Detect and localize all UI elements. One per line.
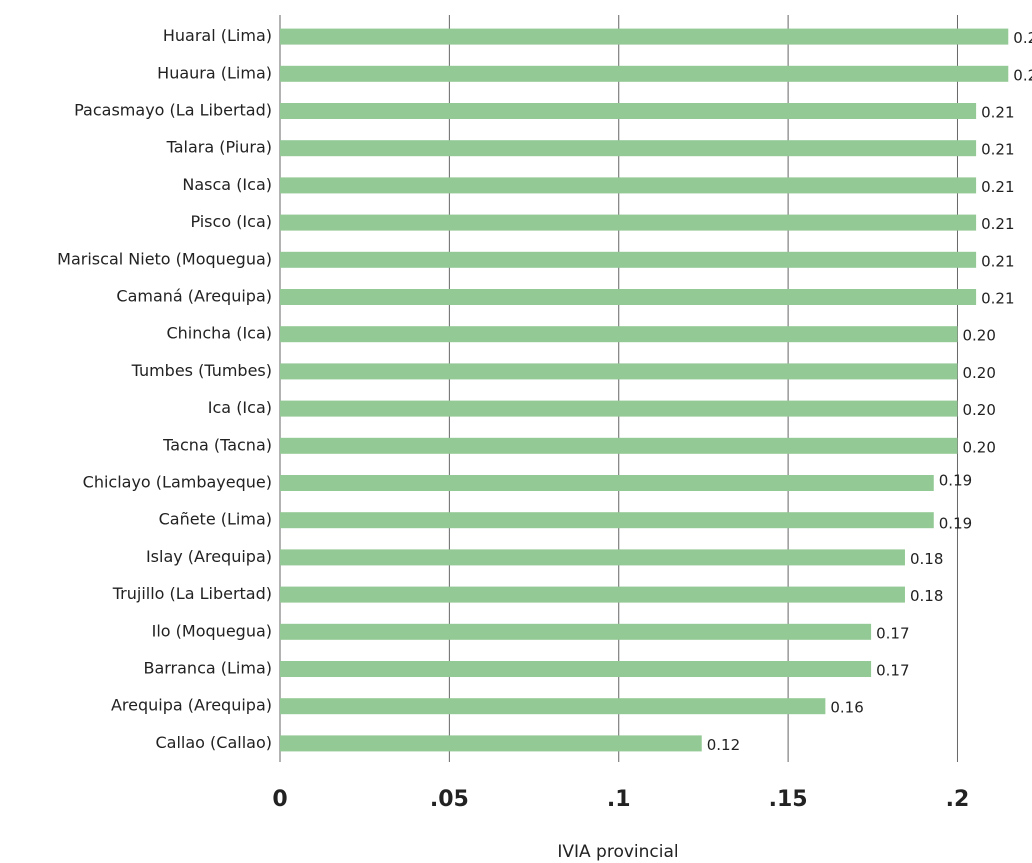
y-tick-label: Barranca (Lima) [143, 659, 272, 678]
bar [280, 177, 977, 194]
y-tick-label: Talara (Piura) [166, 138, 272, 157]
value-label: 0.18 [910, 587, 943, 605]
bar [280, 363, 958, 380]
value-label: 0.17 [876, 624, 909, 642]
value-label: 0.21 [981, 104, 1014, 122]
y-tick-label: Pacasmayo (La Libertad) [74, 101, 272, 120]
y-tick-label: Trujillo (La Libertad) [112, 584, 272, 603]
bar [280, 698, 826, 715]
bar [280, 400, 958, 417]
y-tick-label: Huaura (Lima) [157, 63, 272, 82]
value-label: 0.21 [981, 178, 1014, 196]
y-tick-label: Camaná (Arequipa) [116, 287, 272, 306]
x-tick-label: .1 [607, 787, 631, 812]
y-tick-label: Ica (Ica) [208, 398, 272, 417]
bar [280, 65, 1009, 82]
bar [280, 140, 977, 157]
y-tick-label: Tacna (Tacna) [162, 435, 272, 454]
x-tick-label: 0 [272, 787, 287, 812]
y-tick-label: Mariscal Nieto (Moquegua) [57, 249, 272, 268]
y-tick-label: Huaral (Lima) [163, 26, 272, 45]
value-label: 0.20 [962, 364, 995, 382]
y-tick-label: Arequipa (Arequipa) [111, 696, 272, 715]
value-label: 0.20 [962, 401, 995, 419]
value-label: 0.22 [1013, 66, 1032, 84]
value-label: 0.21 [981, 141, 1014, 159]
value-label: 0.19 [939, 472, 972, 490]
y-tick-label: Callao (Callao) [156, 733, 273, 752]
x-tick-label: .15 [769, 787, 808, 812]
y-tick-label: Nasca (Ica) [182, 175, 272, 194]
bar [280, 735, 702, 752]
bar [280, 103, 977, 119]
value-label: 0.20 [962, 438, 995, 456]
x-tick-label: .2 [946, 787, 970, 812]
bar [280, 475, 934, 491]
value-label: 0.21 [981, 215, 1014, 233]
value-label: 0.17 [876, 662, 909, 680]
x-tick-label: .05 [430, 787, 469, 812]
value-label: 0.21 [981, 290, 1014, 308]
value-label: 0.16 [830, 699, 863, 717]
bar [280, 512, 934, 529]
value-label: 0.19 [939, 515, 972, 533]
bar [280, 623, 872, 640]
y-tick-label: Pisco (Ica) [190, 212, 272, 231]
y-tick-label: Tumbes (Tumbes) [131, 361, 272, 380]
bar [280, 326, 958, 343]
x-axis-title: IVIA provincial [557, 842, 678, 862]
bar [280, 586, 905, 603]
y-tick-label: Islay (Arequipa) [146, 547, 272, 566]
value-label: 0.18 [910, 550, 943, 568]
bar [280, 289, 977, 305]
bar [280, 661, 872, 677]
value-label: 0.22 [1013, 29, 1032, 47]
y-tick-label: Ilo (Moquegua) [152, 621, 272, 640]
value-label: 0.12 [707, 736, 740, 754]
y-tick-label: Cañete (Lima) [159, 510, 272, 529]
bar [280, 437, 958, 454]
value-label: 0.21 [981, 252, 1014, 270]
y-tick-label: Chiclayo (Lambayeque) [83, 473, 272, 492]
bar [280, 28, 1009, 45]
bar [280, 251, 977, 268]
bar [280, 214, 977, 231]
y-tick-label: Chincha (Ica) [166, 324, 272, 343]
value-label: 0.20 [962, 327, 995, 345]
bar [280, 549, 905, 566]
